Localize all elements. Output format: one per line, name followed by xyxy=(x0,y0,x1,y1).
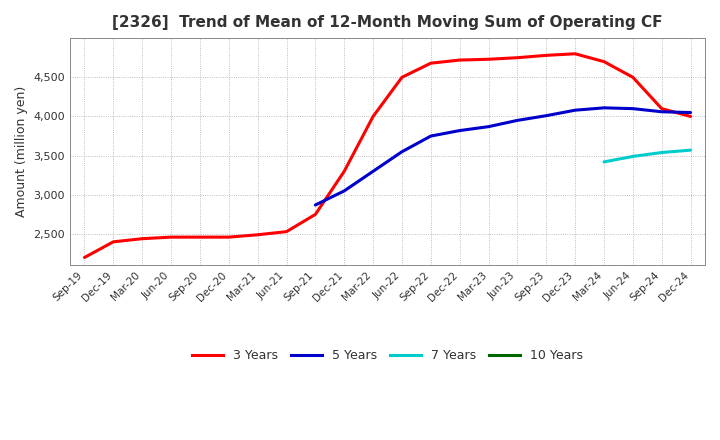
5 Years xyxy=(397,149,406,154)
7 Years xyxy=(657,150,666,155)
5 Years xyxy=(542,113,551,118)
5 Years xyxy=(485,124,493,129)
5 Years xyxy=(600,105,608,110)
3 Years xyxy=(80,255,89,260)
5 Years xyxy=(340,188,348,194)
3 Years xyxy=(571,51,580,56)
5 Years xyxy=(571,107,580,113)
5 Years xyxy=(513,118,522,123)
Y-axis label: Amount (million yen): Amount (million yen) xyxy=(15,86,28,217)
3 Years xyxy=(686,114,695,119)
Legend: 3 Years, 5 Years, 7 Years, 10 Years: 3 Years, 5 Years, 7 Years, 10 Years xyxy=(187,344,588,367)
3 Years xyxy=(369,114,377,119)
5 Years xyxy=(369,169,377,174)
Line: 3 Years: 3 Years xyxy=(84,54,690,257)
5 Years xyxy=(657,109,666,114)
3 Years xyxy=(196,235,204,240)
3 Years xyxy=(253,232,262,238)
Line: 7 Years: 7 Years xyxy=(604,150,690,162)
Title: [2326]  Trend of Mean of 12-Month Moving Sum of Operating CF: [2326] Trend of Mean of 12-Month Moving … xyxy=(112,15,663,30)
3 Years xyxy=(513,55,522,60)
7 Years xyxy=(629,154,637,159)
3 Years xyxy=(629,75,637,80)
3 Years xyxy=(282,229,291,234)
3 Years xyxy=(167,235,176,240)
3 Years xyxy=(138,236,146,241)
7 Years xyxy=(600,159,608,165)
3 Years xyxy=(340,169,348,174)
5 Years xyxy=(629,106,637,111)
3 Years xyxy=(225,235,233,240)
3 Years xyxy=(600,59,608,64)
3 Years xyxy=(426,61,435,66)
3 Years xyxy=(311,212,320,217)
5 Years xyxy=(455,128,464,133)
5 Years xyxy=(426,133,435,139)
Line: 5 Years: 5 Years xyxy=(315,108,690,205)
3 Years xyxy=(109,239,117,245)
3 Years xyxy=(397,75,406,80)
3 Years xyxy=(485,57,493,62)
3 Years xyxy=(542,53,551,58)
3 Years xyxy=(455,57,464,62)
5 Years xyxy=(686,110,695,115)
5 Years xyxy=(311,202,320,208)
3 Years xyxy=(657,106,666,111)
7 Years xyxy=(686,147,695,153)
